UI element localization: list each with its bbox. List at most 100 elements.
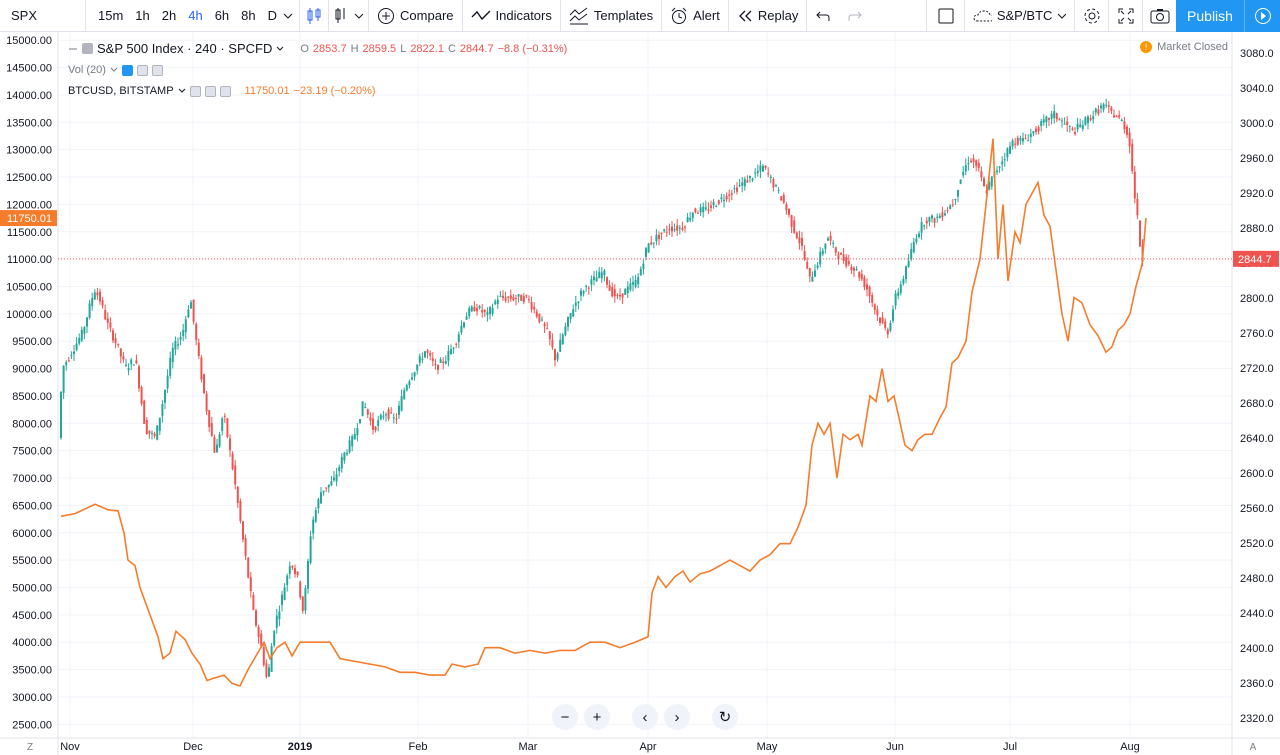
candle [772,179,775,188]
candle [481,309,484,313]
candle [507,296,510,298]
replay-button[interactable]: Replay [729,0,808,32]
left-axis-tick-label: 13000.00 [6,145,52,157]
candle [117,343,120,346]
candle [1014,143,1017,145]
close-icon[interactable] [219,85,231,97]
indicators-button[interactable]: Indicators [463,0,561,32]
candle [330,481,333,486]
candle [379,414,382,420]
left-axis-tick-label: 11500.00 [7,227,52,239]
volume-title[interactable]: Vol (20) [68,64,106,76]
candle [234,465,237,485]
candle [593,276,595,281]
interval-4h[interactable]: 4h [188,8,203,23]
left-axis-tick-label: 3000.00 [12,692,52,704]
left-axis-tick-label: 9000.00 [12,364,52,376]
left-axis-tick-label: 9500.00 [12,336,52,348]
close-icon[interactable] [151,64,163,76]
zoom-out-button[interactable]: − [552,704,578,730]
auto-scale-label[interactable]: A [1250,742,1257,753]
visibility-icon[interactable] [121,64,133,76]
compare-button[interactable]: Compare [369,0,463,32]
settings-icon[interactable] [204,85,216,97]
chevron-down-icon[interactable] [276,46,284,52]
candle [777,190,780,192]
visibility-icon[interactable] [189,85,201,97]
candle [1055,113,1058,120]
candle [218,434,221,447]
candle [520,295,523,301]
chart-style-button[interactable] [300,0,330,32]
interval-2h[interactable]: 2h [161,8,177,23]
candle [1123,121,1126,130]
candle [863,277,866,288]
interval-15m[interactable]: 15m [98,8,124,23]
candle [611,287,614,297]
symbol-search[interactable]: SPX [0,0,86,32]
left-axis-tick-label: 10000.00 [6,309,52,321]
candle [437,365,439,370]
candle [491,307,494,314]
publish-button[interactable]: Publish [1176,0,1244,32]
scroll-left-button[interactable]: ‹ [632,704,658,730]
btc-title[interactable]: BTCUSD, BITSTAMP [68,85,174,97]
templates-button[interactable]: Templates [561,0,663,32]
candle [442,361,445,364]
alert-button[interactable]: Alert [662,0,729,32]
candle [122,356,125,360]
candle [161,404,164,417]
main-series-title[interactable]: S&P 500 Index · 240 · SPCFD [97,41,273,56]
undo-button[interactable] [807,0,839,32]
candle [78,338,81,344]
candle [1050,113,1053,119]
snapshot-button[interactable] [1142,0,1176,32]
left-axis-tick-label: 6500.00 [12,500,52,512]
scroll-right-button[interactable]: › [664,704,690,730]
indicators-label: Indicators [495,8,552,23]
candle [933,218,936,223]
candle [281,594,283,605]
timezone-label[interactable]: Z [27,742,33,753]
candle [525,295,528,297]
candle [946,209,949,211]
zoom-in-button[interactable]: + [584,704,610,730]
candle [392,417,395,419]
reset-chart-button[interactable]: ↻ [712,704,738,730]
fullscreen-box-button[interactable] [926,0,964,32]
candle [372,418,374,430]
candle [408,381,411,386]
market-status[interactable]: ! Market Closed [1140,41,1228,53]
candle [676,225,679,231]
right-axis-tick-label: 2800.0 [1240,293,1274,305]
settings-button[interactable] [1074,0,1108,32]
interval-6h[interactable]: 6h [214,8,230,23]
candle [83,327,86,334]
collapse-icon[interactable] [68,44,78,54]
interval-D[interactable]: D [267,8,278,23]
layout-selector[interactable]: S&P/BTC [964,0,1074,32]
chevron-down-icon[interactable] [283,12,293,20]
right-axis-tick-label: 2480.0 [1240,573,1274,585]
candle [75,343,78,350]
candle [1037,127,1040,132]
publish-menu-button[interactable] [1244,0,1280,32]
candle [879,317,881,323]
candle [658,234,660,240]
interval-1h[interactable]: 1h [135,8,150,23]
fullscreen-button[interactable] [1108,0,1142,32]
price-chart[interactable]: 2500.00 3000.00 3500.00 4000.00 4500.00 5000.… [0,32,1280,755]
left-axis-tick-label: 3500.00 [12,665,52,677]
bar-style-button[interactable] [329,0,370,32]
cloud-icon [973,9,992,21]
candle [785,204,788,211]
candle [208,410,211,428]
chevron-down-icon[interactable] [178,88,186,94]
chevron-down-icon[interactable] [110,67,118,73]
candle [312,519,315,534]
candle [816,265,819,268]
redo-button[interactable] [839,0,871,32]
candle [902,279,905,284]
settings-icon[interactable] [136,64,148,76]
interval-8h[interactable]: 8h [241,8,256,23]
